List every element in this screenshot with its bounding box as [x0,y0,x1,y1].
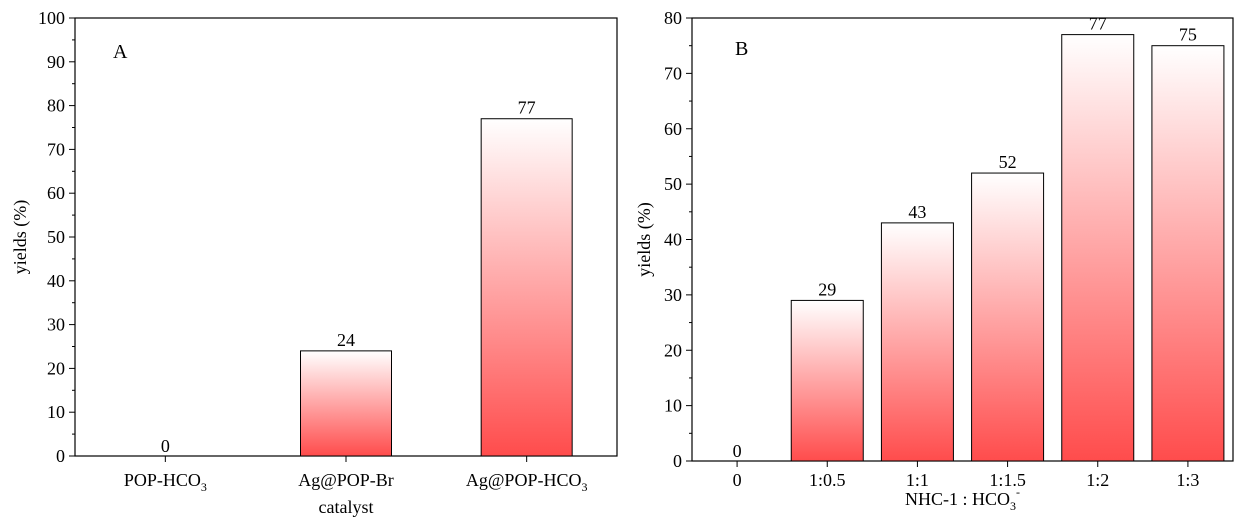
y-tick-label-b: 40 [664,230,682,250]
bar-b [790,299,864,462]
y-tick-label-a: 0 [56,446,65,466]
bar-a [300,350,392,457]
data-label-b: 43 [908,202,926,222]
bar-b [1061,34,1135,462]
bar-a [480,118,573,457]
y-tick-label-b: 50 [664,174,682,194]
y-tick-label-a: 30 [47,315,65,335]
x-tick-label-b: 1:0.5 [809,470,846,490]
x-tick-label-b: 1:1 [906,470,929,490]
bar-b [971,172,1045,462]
y-tick-label-a: 40 [47,271,65,291]
y-tick-label-b: 30 [664,285,682,305]
x-tick-label-b: 1:2 [1086,470,1109,490]
data-label-a: 24 [337,330,355,350]
x-tick-label-a: Ag@POP-HCO3 [466,470,588,494]
panel-label-b: B [735,38,748,60]
x-tick-label-a: POP-HCO3 [124,470,207,494]
x-axis-label-b: NHC-1 : HCO3- [905,485,1020,513]
chart-b: 0 10 20 30 40 50 60 70 80 0 0 29 1:0.5 43 1:1 52 1:1.5 77… [634,8,1234,513]
data-label-b: 77 [1089,14,1107,34]
y-axis-label-a: yields (%) [10,200,31,274]
y-tick-label-a: 50 [47,227,65,247]
x-tick-label-b: 0 [733,470,742,490]
y-tick-label-b: 80 [664,8,682,28]
y-tick-label-a: 10 [47,402,65,422]
y-tick-label-a: 100 [38,8,65,28]
y-tick-label-b: 60 [664,119,682,139]
y-tick-label-a: 80 [47,96,65,116]
chart-a: 0 10 20 30 40 50 60 70 80 90 100 0 POP-HCO3 24 Ag@POP-… [10,8,618,517]
y-tick-label-b: 70 [664,63,682,83]
y-tick-label-b: 10 [664,396,682,416]
panel-label-a: A [113,41,128,63]
x-axis-label-a: catalyst [319,497,374,517]
x-tick-label-a: Ag@POP-Br [298,470,394,490]
x-tick-label-b: 1:1.5 [989,470,1026,490]
data-label-b: 52 [999,152,1017,172]
y-tick-label-a: 20 [47,358,65,378]
data-label-b: 75 [1179,25,1197,45]
data-label-a: 77 [518,98,536,118]
bar-b [1151,45,1225,462]
y-tick-label-a: 90 [47,52,65,72]
data-label-b: 29 [818,279,836,299]
y-tick-label-a: 70 [47,139,65,159]
y-tick-label-b: 0 [673,451,682,471]
data-label-b: 0 [733,441,742,461]
y-tick-label-a: 60 [47,183,65,203]
bar-b [880,222,954,462]
data-label-a: 0 [161,436,170,456]
y-axis-label-b: yields (%) [634,202,655,276]
x-tick-label-b: 1:3 [1176,470,1199,490]
y-tick-label-b: 20 [664,340,682,360]
